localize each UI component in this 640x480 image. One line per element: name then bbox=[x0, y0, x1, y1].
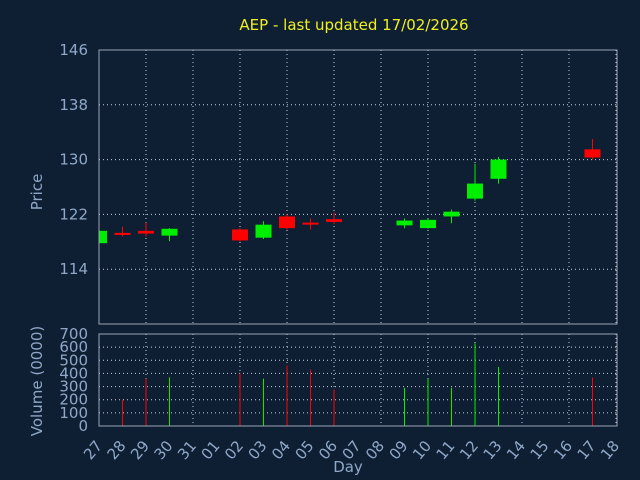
x-tick-label: 15 bbox=[527, 437, 553, 463]
candle-body bbox=[396, 220, 413, 226]
candle-body bbox=[490, 159, 507, 179]
price-tick-label: 130 bbox=[59, 151, 88, 169]
x-tick-label: 18 bbox=[597, 437, 623, 463]
x-tick-label: 11 bbox=[433, 437, 459, 463]
volume-tick-label: 0 bbox=[78, 417, 88, 435]
candle-27 bbox=[98, 230, 107, 244]
candle-12 bbox=[467, 163, 483, 201]
candle-body bbox=[138, 230, 154, 234]
candle-body bbox=[326, 219, 342, 222]
candle-body bbox=[302, 222, 319, 225]
price-tick-label: 138 bbox=[59, 96, 88, 114]
candle-04 bbox=[279, 214, 295, 230]
candle-body bbox=[279, 216, 295, 229]
x-tick-label: 10 bbox=[409, 437, 435, 463]
x-axis-label: Day bbox=[333, 458, 363, 476]
x-tick-label: 31 bbox=[174, 437, 200, 463]
x-tick-label: 08 bbox=[362, 437, 388, 463]
candle-body bbox=[255, 224, 272, 238]
candle-02 bbox=[232, 228, 248, 242]
candle-body bbox=[420, 219, 436, 229]
x-tick-label: 30 bbox=[151, 437, 177, 463]
volume-tick-label: 700 bbox=[59, 325, 88, 343]
x-tick-label: 27 bbox=[80, 437, 106, 463]
candle-17 bbox=[584, 139, 601, 160]
volume-tick-label: 500 bbox=[59, 351, 88, 369]
volume-frame bbox=[98, 333, 618, 427]
volume-tick-label: 400 bbox=[59, 364, 88, 382]
x-tick-label: 02 bbox=[221, 437, 247, 463]
price-tick-label: 146 bbox=[59, 41, 88, 59]
x-tick-label: 09 bbox=[386, 437, 412, 463]
x-tick-label: 03 bbox=[245, 437, 271, 463]
candle-body bbox=[161, 228, 178, 236]
x-tick-label: 04 bbox=[268, 437, 294, 463]
candle-06 bbox=[326, 212, 342, 224]
price-panel: 146 138 130 122 114 bbox=[59, 41, 618, 325]
chart-title: AEP - last updated 17/02/2026 bbox=[239, 16, 468, 34]
candle-11 bbox=[443, 209, 460, 224]
x-tick-label: 05 bbox=[292, 437, 318, 463]
candle-05 bbox=[302, 218, 319, 230]
x-tick-label: 16 bbox=[550, 437, 576, 463]
candle-13 bbox=[490, 156, 507, 184]
candle-30 bbox=[161, 228, 178, 242]
price-frame bbox=[98, 49, 618, 325]
x-tick-label: 17 bbox=[574, 437, 600, 463]
candle-28 bbox=[114, 226, 131, 237]
price-tick-label: 122 bbox=[59, 205, 88, 223]
x-tick-label: 29 bbox=[127, 437, 153, 463]
volume-tick-label: 300 bbox=[59, 378, 88, 396]
candle-09 bbox=[396, 218, 413, 229]
candle-body bbox=[443, 211, 460, 217]
price-axis-label: Price bbox=[28, 174, 46, 211]
x-tick-label: 01 bbox=[198, 437, 224, 463]
candle-body bbox=[467, 183, 483, 199]
x-tick-label: 13 bbox=[480, 437, 506, 463]
x-tick-label: 12 bbox=[456, 437, 482, 463]
candle-10 bbox=[420, 218, 436, 229]
candle-03 bbox=[255, 221, 272, 240]
candle-body bbox=[232, 229, 248, 241]
volume-tick-label: 600 bbox=[59, 338, 88, 356]
candle-body bbox=[584, 149, 601, 158]
candle-body bbox=[114, 232, 131, 235]
candle-29 bbox=[138, 222, 154, 237]
x-tick-label: 28 bbox=[104, 437, 130, 463]
volume-tick-label: 200 bbox=[59, 391, 88, 409]
volume-tick-label: 100 bbox=[59, 404, 88, 422]
x-tick-label: 14 bbox=[503, 437, 529, 463]
volume-axis-label: Volume (0000) bbox=[28, 326, 46, 436]
candle-body bbox=[99, 230, 107, 244]
price-tick-label: 114 bbox=[59, 260, 88, 278]
